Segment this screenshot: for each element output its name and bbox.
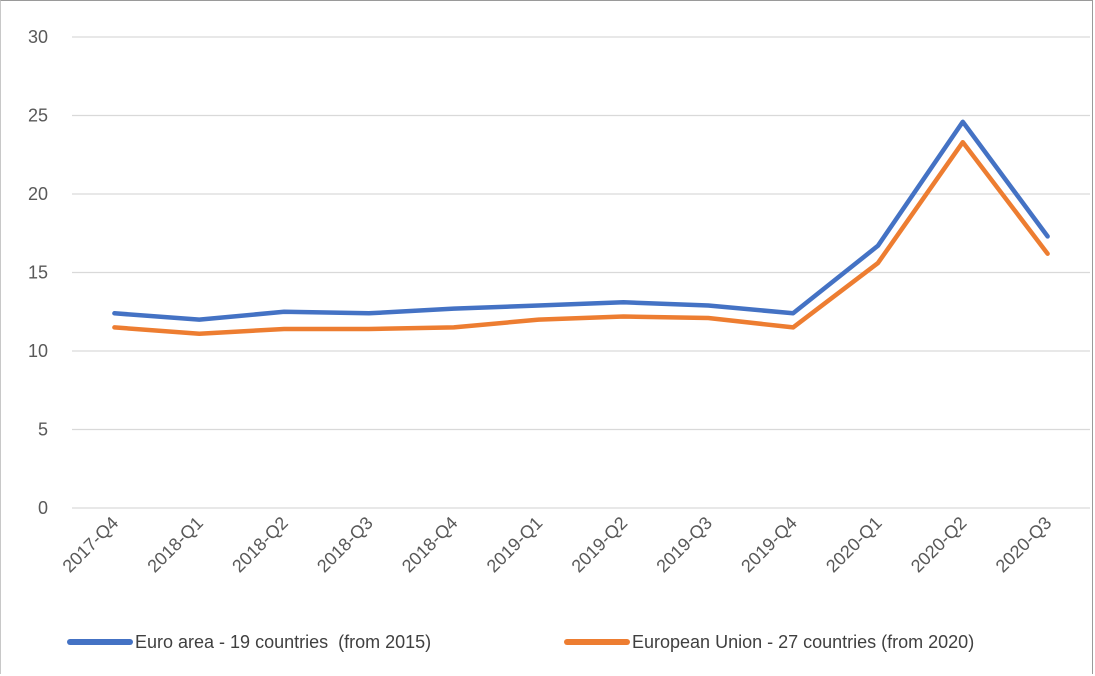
series-lines bbox=[112, 119, 1050, 336]
y-tick-label: 30 bbox=[28, 27, 48, 47]
gridlines bbox=[72, 36, 1090, 509]
x-tick-label: 2019-Q2 bbox=[568, 513, 632, 577]
x-tick-label: 2019-Q3 bbox=[652, 513, 716, 577]
y-tick-label: 10 bbox=[28, 341, 48, 361]
legend-label: Euro area - 19 countries (from 2015) bbox=[135, 632, 431, 652]
x-tick-label: 2020-Q1 bbox=[822, 513, 886, 577]
y-tick-label: 15 bbox=[28, 263, 48, 283]
x-tick-label: 2020-Q3 bbox=[992, 513, 1056, 577]
series-line-0 bbox=[112, 119, 1050, 322]
legend-label: European Union - 27 countries (from 2020… bbox=[632, 632, 974, 652]
y-tick-label: 0 bbox=[38, 498, 48, 518]
x-axis-tick-labels: 2017-Q4 2018-Q1 2018-Q2 2018-Q3 2018-Q4 2019-… bbox=[59, 513, 1056, 577]
x-tick-label: 2020-Q2 bbox=[907, 513, 971, 577]
y-tick-label: 5 bbox=[38, 420, 48, 440]
x-tick-label: 2018-Q2 bbox=[228, 513, 292, 577]
x-tick-label: 2018-Q3 bbox=[313, 513, 377, 577]
x-tick-label: 2017-Q4 bbox=[59, 513, 123, 577]
x-tick-label: 2018-Q1 bbox=[143, 513, 207, 577]
series-line-1 bbox=[112, 139, 1050, 336]
x-tick-label: 2018-Q4 bbox=[398, 513, 462, 577]
x-tick-label: 2019-Q1 bbox=[483, 513, 547, 577]
y-axis-tick-labels: 0 5 10 15 20 25 30 bbox=[28, 27, 48, 518]
x-tick-label: 2019-Q4 bbox=[737, 513, 801, 577]
y-tick-label: 25 bbox=[28, 106, 48, 126]
legend: Euro area - 19 countries (from 2015) Euro… bbox=[67, 632, 974, 652]
y-tick-label: 20 bbox=[28, 184, 48, 204]
